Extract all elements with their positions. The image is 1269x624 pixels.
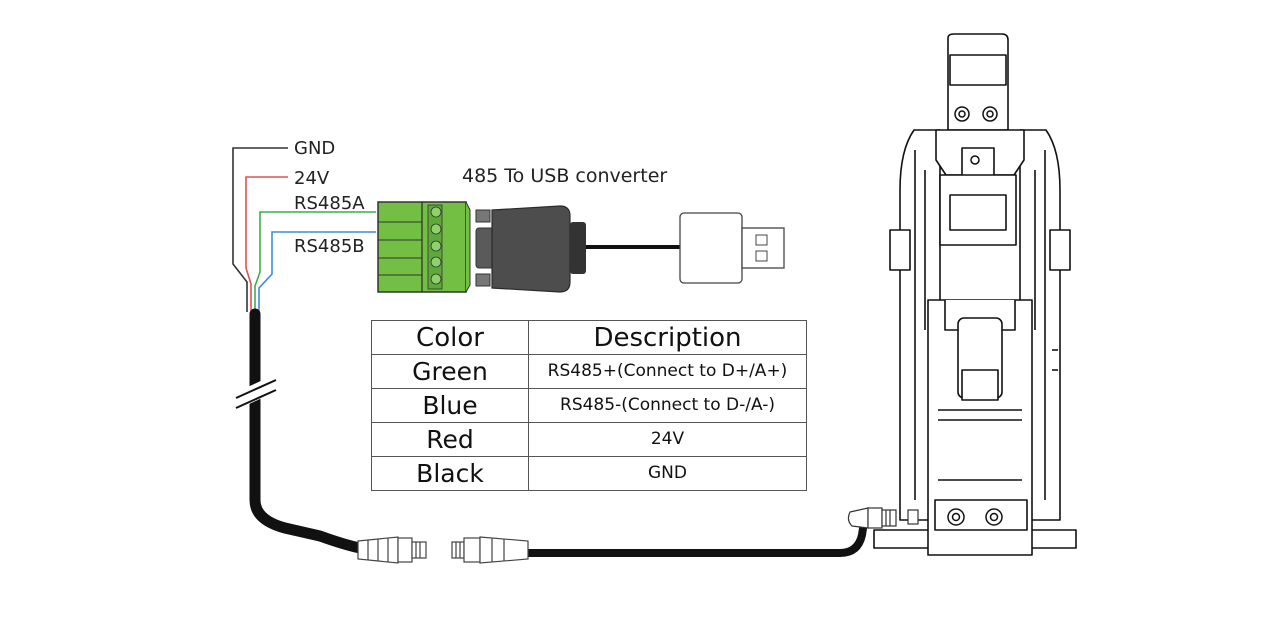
main-cable <box>249 308 868 557</box>
rs485b-wire <box>258 231 376 312</box>
row-color: Black <box>371 456 529 491</box>
gnd-wire <box>232 147 288 312</box>
cable-break-mark <box>235 377 277 409</box>
cable-connector-left <box>357 536 427 564</box>
gnd-label: GND <box>294 138 335 159</box>
wire-color-table: Color Description Green RS485+(Connect t… <box>371 320 807 491</box>
table-row: Blue RS485-(Connect to D-/A-) <box>371 388 807 423</box>
row-color: Green <box>371 354 529 389</box>
table-row: Green RS485+(Connect to D+/A+) <box>371 354 807 389</box>
header-description: Description <box>528 320 807 355</box>
table-row: Red 24V <box>371 422 807 457</box>
terminal-block <box>377 201 471 293</box>
rs485a-wire <box>254 211 376 312</box>
rs485b-label: RS485B <box>294 236 365 257</box>
rs485a-label: RS485A <box>294 193 365 214</box>
rs485-usb-converter <box>475 205 680 293</box>
usb-plug <box>679 212 785 284</box>
converter-label: 485 To USB converter <box>462 165 667 187</box>
row-description: GND <box>528 456 807 491</box>
table-header-row: Color Description <box>371 320 807 355</box>
row-description: RS485+(Connect to D+/A+) <box>528 354 807 389</box>
row-color: Blue <box>371 388 529 423</box>
gripper-device <box>873 33 1077 556</box>
v24-wire <box>245 176 288 312</box>
row-description: RS485-(Connect to D-/A-) <box>528 388 807 423</box>
cable-connector-right <box>451 536 529 564</box>
table-row: Black GND <box>371 456 807 491</box>
header-color: Color <box>371 320 529 355</box>
v24-label: 24V <box>294 168 330 189</box>
gripper-screws <box>947 106 1003 526</box>
row-color: Red <box>371 422 529 457</box>
gripper-cable-port <box>847 507 919 529</box>
split-wires <box>232 147 376 312</box>
row-description: 24V <box>528 422 807 457</box>
